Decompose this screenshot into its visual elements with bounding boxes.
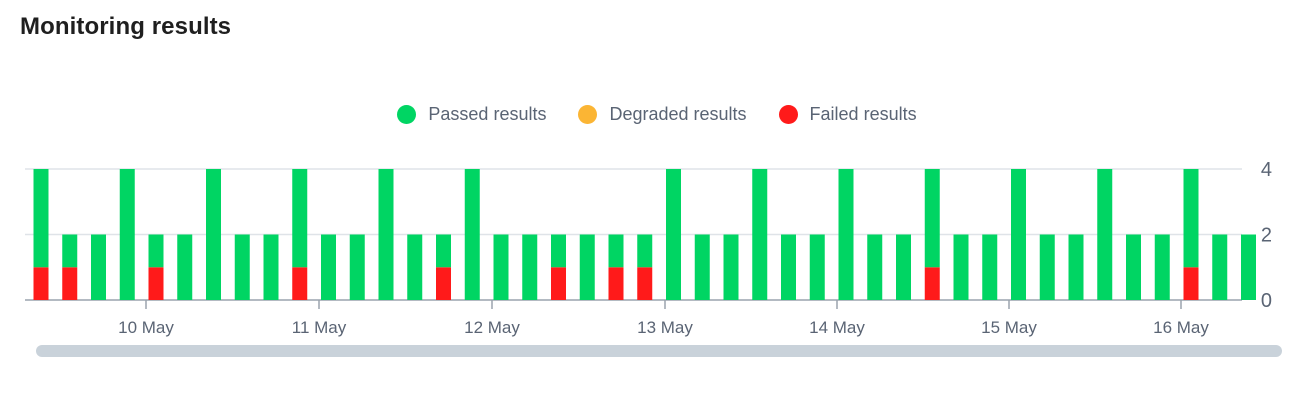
bar-segment [781, 234, 796, 300]
bar-segment [982, 234, 998, 300]
bar-segment [1212, 234, 1228, 300]
chart-legend: Passed results Degraded results Failed r… [0, 101, 1314, 127]
bar-segment [666, 169, 681, 300]
y-tick-label: 0 [1261, 290, 1272, 312]
bar-segment [234, 234, 250, 300]
bar-segment [292, 169, 308, 268]
x-tick-label: 12 May [464, 318, 520, 337]
bar-segment [924, 267, 940, 300]
bar-segment [1126, 234, 1141, 300]
legend-dot-failed [778, 104, 798, 124]
bar-segment [924, 169, 940, 268]
bar-segment [148, 234, 164, 268]
bar-segment [292, 267, 308, 300]
bar-segment [321, 234, 336, 300]
x-tick-label: 14 May [809, 318, 865, 337]
legend-item-failed[interactable]: Failed results [778, 103, 917, 125]
bar-segment [436, 234, 451, 268]
page-title: Monitoring results [20, 13, 232, 40]
legend-label-failed: Failed results [809, 103, 917, 124]
bar-segment [33, 169, 49, 268]
x-tick-label: 13 May [637, 318, 693, 337]
x-tick-label: 10 May [118, 318, 174, 337]
bar-segment [1068, 234, 1084, 300]
bar-segment [33, 267, 49, 300]
chart-scrollbar[interactable] [36, 345, 1282, 357]
bar-segment [464, 169, 480, 300]
bar-segment [349, 234, 365, 300]
bar-segment [1154, 234, 1170, 300]
bar-segment [1039, 234, 1055, 300]
bar-segment [522, 234, 538, 300]
bar-segment [119, 169, 135, 300]
bar-segment [637, 234, 653, 268]
legend-item-passed[interactable]: Passed results [397, 104, 546, 125]
bar-segment [407, 234, 423, 300]
bar-segment [1241, 234, 1256, 300]
monitoring-chart: 0 2 4 10 May 11 May 12 May 13 May 14 May 15 May 1… [25, 159, 1272, 337]
bar-segment [838, 169, 854, 300]
x-tick-label: 15 May [981, 318, 1037, 337]
bar-segment [1183, 169, 1199, 268]
legend-dot-degraded [578, 104, 598, 124]
bar-segment [694, 234, 710, 300]
x-tick-label: 16 May [1153, 318, 1209, 337]
bar-segment [953, 234, 969, 300]
bar-segment [608, 234, 624, 268]
bar-segment [263, 234, 279, 300]
bar-segment [752, 169, 768, 300]
bar-segment [551, 234, 566, 268]
bar-segment [1097, 169, 1113, 300]
bar-segment [62, 267, 78, 300]
legend-item-degraded[interactable]: Degraded results [578, 103, 747, 125]
legend-label-degraded: Degraded results [609, 103, 747, 124]
bar-segment [896, 234, 911, 300]
bar-segment [637, 267, 653, 300]
bar-segment [62, 234, 78, 268]
bar-segment [436, 267, 451, 300]
bar-segment [867, 234, 883, 300]
bar-segment [608, 267, 624, 300]
y-tick-label: 4 [1261, 159, 1272, 181]
bar-segment [723, 234, 739, 300]
bar-segment [378, 169, 394, 300]
bar-segment [177, 234, 193, 300]
bar-segment [579, 234, 595, 300]
bar-segment [493, 234, 509, 300]
bar-segment [91, 234, 106, 300]
y-tick-label: 2 [1261, 225, 1272, 247]
x-tick-label: 11 May [292, 318, 347, 337]
bar-segment [551, 267, 566, 300]
bar-segment [206, 169, 221, 300]
bar-segment [1183, 267, 1199, 300]
bar-segment [148, 267, 164, 300]
legend-label-passed: Passed results [428, 103, 547, 124]
bar-segment [809, 234, 825, 300]
legend-dot-passed [397, 104, 417, 124]
bar-segment [1011, 169, 1026, 300]
